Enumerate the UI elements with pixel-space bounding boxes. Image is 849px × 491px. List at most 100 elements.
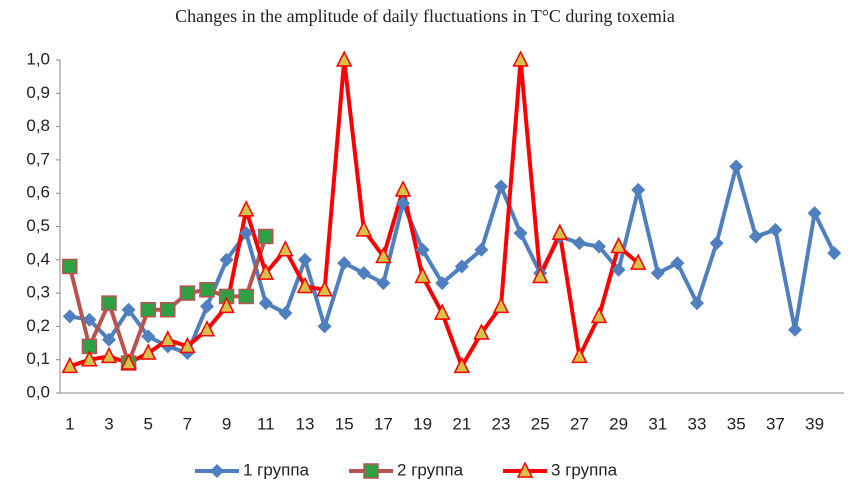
marker <box>709 236 724 251</box>
marker <box>729 159 744 174</box>
marker <box>298 252 312 267</box>
marker <box>473 323 490 340</box>
x-tick-label: 25 <box>531 414 550 433</box>
marker <box>531 266 549 284</box>
marker <box>355 220 373 237</box>
marker <box>453 356 471 374</box>
marker <box>415 242 430 257</box>
y-tick-label: 0,4 <box>26 249 50 268</box>
x-tick-label: 21 <box>452 414 471 433</box>
marker <box>435 276 450 291</box>
marker <box>571 346 588 364</box>
marker <box>198 320 216 337</box>
x-tick-label: 31 <box>648 414 667 433</box>
marker <box>141 329 156 344</box>
marker <box>62 309 77 324</box>
marker <box>572 236 587 251</box>
marker <box>101 295 117 311</box>
x-tick-label: 37 <box>766 414 785 433</box>
y-tick-label: 0,1 <box>26 349 50 368</box>
legend-marker <box>516 461 534 478</box>
marker <box>335 50 353 67</box>
marker <box>768 222 783 237</box>
marker <box>610 236 627 254</box>
marker <box>551 223 569 240</box>
x-tick-label: 11 <box>257 414 275 433</box>
marker <box>82 312 97 327</box>
marker <box>356 266 371 281</box>
x-tick-label: 3 <box>104 414 113 433</box>
marker <box>690 296 704 311</box>
marker <box>650 266 665 281</box>
marker <box>375 246 392 264</box>
marker <box>592 239 606 254</box>
marker <box>414 266 431 284</box>
marker <box>159 330 177 347</box>
marker <box>258 228 274 245</box>
marker <box>296 276 314 294</box>
marker <box>433 303 451 320</box>
marker <box>590 306 608 324</box>
marker <box>100 346 118 364</box>
y-tick-label: 0,5 <box>26 216 50 235</box>
y-tick-label: 0,0 <box>26 382 50 401</box>
y-tick-label: 0,3 <box>26 283 50 302</box>
marker <box>62 258 78 275</box>
marker <box>512 50 529 67</box>
y-tick-label: 1,0 <box>26 49 50 68</box>
marker <box>218 296 235 314</box>
marker <box>140 302 156 318</box>
x-tick-label: 13 <box>296 414 315 433</box>
marker <box>827 246 842 261</box>
y-tick-label: 0,2 <box>26 316 50 335</box>
marker <box>239 226 254 241</box>
x-tick-label: 1 <box>65 414 74 433</box>
marker <box>61 356 79 374</box>
legend-marker <box>210 464 224 478</box>
marker <box>611 262 626 277</box>
marker <box>396 196 410 211</box>
y-tick-label: 0,9 <box>26 83 50 102</box>
x-tick-label: 5 <box>143 414 152 433</box>
y-tick-label: 0,7 <box>26 149 50 168</box>
marker <box>494 179 508 194</box>
marker <box>200 299 214 314</box>
y-tick-label: 0,6 <box>26 183 50 202</box>
y-tick-label: 0,8 <box>26 116 50 135</box>
marker <box>219 252 234 267</box>
marker <box>139 343 157 360</box>
legend-marker <box>363 463 379 479</box>
x-tick-label: 23 <box>492 414 511 433</box>
marker <box>102 332 116 347</box>
marker <box>376 276 391 291</box>
marker <box>474 242 489 257</box>
x-tick-label: 33 <box>688 414 707 433</box>
x-tick-label: 17 <box>374 414 393 433</box>
marker <box>807 206 822 221</box>
legend-label: 1 группа <box>243 460 310 479</box>
marker <box>81 350 98 367</box>
series-line <box>69 58 640 369</box>
marker <box>238 288 254 305</box>
marker <box>788 322 802 337</box>
x-tick-label: 7 <box>183 414 192 433</box>
marker <box>316 280 333 297</box>
marker <box>121 302 136 317</box>
x-tick-label: 39 <box>805 414 824 433</box>
marker <box>258 296 273 311</box>
x-tick-label: 29 <box>609 414 628 433</box>
marker <box>631 182 646 197</box>
marker <box>629 253 647 270</box>
marker <box>257 263 275 280</box>
marker <box>454 259 469 274</box>
marker <box>179 285 196 301</box>
marker <box>160 302 176 318</box>
marker <box>394 180 412 197</box>
x-tick-label: 9 <box>222 414 231 433</box>
marker <box>513 226 528 241</box>
legend-label: 2 группа <box>397 460 464 479</box>
marker <box>277 240 294 257</box>
chart-title: Changes in the amplitude of daily fluctu… <box>175 6 675 26</box>
marker <box>492 296 510 314</box>
